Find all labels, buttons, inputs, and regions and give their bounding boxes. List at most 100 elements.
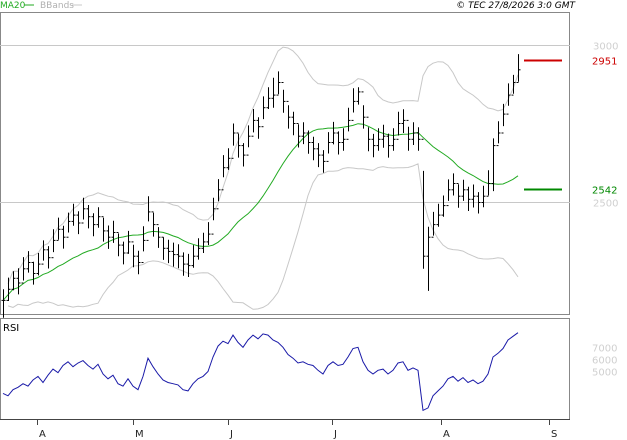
x-axis-month-label: M <box>135 429 144 440</box>
price-bar <box>511 74 516 96</box>
price-bar <box>426 226 431 291</box>
price-bar <box>191 245 196 268</box>
price-bar <box>486 170 491 197</box>
price-bar <box>366 116 371 152</box>
price-bar <box>291 111 296 136</box>
price-bar <box>211 197 216 235</box>
rsi-y-tick-label: 6000 <box>592 355 617 366</box>
price-bar <box>126 230 131 254</box>
price-bar <box>466 186 471 211</box>
price-bar <box>386 133 391 158</box>
price-bar <box>451 173 456 196</box>
bbands-upper-line <box>7 46 519 284</box>
price-bar <box>11 271 16 291</box>
price-bar <box>131 241 136 268</box>
price-bar <box>356 87 361 105</box>
price-bar <box>266 87 271 109</box>
price-bar <box>41 240 46 265</box>
price-bar <box>276 71 281 96</box>
bbands-lower-line <box>7 163 519 310</box>
x-axis-month-label: A <box>443 429 450 440</box>
price-bar <box>216 179 221 210</box>
ma-legend-label: MA20 <box>0 1 26 11</box>
price-bar <box>286 100 291 129</box>
price-bar <box>311 136 316 161</box>
price-bar <box>76 211 81 235</box>
price-bar <box>391 128 396 151</box>
rsi-panel-frame <box>0 318 570 420</box>
target-high-label: 2951 <box>592 57 617 68</box>
price-bar <box>421 138 426 269</box>
price-bar <box>196 238 201 260</box>
price-bar <box>321 150 326 173</box>
price-bar <box>61 225 66 249</box>
price-bar <box>376 128 381 151</box>
price-bar <box>6 277 11 301</box>
price-bar <box>481 185 486 208</box>
x-axis-month-label: J <box>333 429 337 440</box>
price-bar <box>401 109 406 133</box>
price-bar <box>346 107 351 140</box>
target-low-label: 2542 <box>592 186 617 197</box>
price-bar <box>31 261 36 285</box>
price-bar <box>341 128 346 151</box>
price-bar <box>66 212 71 238</box>
price-bar <box>231 123 236 159</box>
price-bar <box>36 253 41 276</box>
price-bar <box>221 155 226 191</box>
price-bar <box>351 88 356 121</box>
price-bar <box>111 220 116 243</box>
price-bar <box>271 77 276 108</box>
price-bar <box>81 197 86 224</box>
price-bar <box>181 252 186 276</box>
price-bar <box>306 130 311 154</box>
price-bar <box>316 143 321 168</box>
price-y-tick-label: 2500 <box>593 199 618 210</box>
price-bar <box>161 236 166 260</box>
price-bar <box>506 83 511 115</box>
price-bar <box>281 82 286 113</box>
rsi-y-tick-label: 7000 <box>592 343 617 354</box>
price-bar <box>301 122 306 145</box>
price-bar <box>456 183 461 208</box>
price-bar <box>496 121 501 147</box>
price-bar <box>431 211 436 238</box>
price-bar <box>446 179 451 207</box>
x-axis-month-label: A <box>39 429 46 440</box>
price-bar <box>326 132 331 162</box>
price-bar <box>16 268 21 295</box>
price-bar <box>396 111 401 140</box>
price-bar <box>226 148 231 170</box>
x-axis-month-label: S <box>551 429 557 440</box>
price-bar <box>106 225 111 249</box>
price-bar <box>256 117 261 139</box>
rsi-y-tick-label: 5000 <box>592 368 617 379</box>
price-bar <box>361 91 366 129</box>
price-bar <box>136 250 141 275</box>
price-bar <box>171 242 176 267</box>
price-bar <box>201 232 206 253</box>
price-bar <box>441 195 446 217</box>
price-bar <box>26 251 31 273</box>
price-bar <box>176 244 181 269</box>
bbands-legend-label: BBands <box>40 1 74 11</box>
price-bar <box>121 241 126 265</box>
price-bar <box>116 232 121 257</box>
price-bar <box>491 138 496 192</box>
price-bar <box>141 226 146 263</box>
price-bar <box>56 217 61 241</box>
ma20-line <box>2 123 519 301</box>
price-bar <box>411 122 416 145</box>
price-bar <box>206 222 211 246</box>
price-y-tick-label: 3000 <box>593 42 618 53</box>
price-bar <box>151 211 156 237</box>
price-bar <box>71 203 76 226</box>
price-bar <box>371 133 376 158</box>
price-bar <box>406 119 411 151</box>
price-bar <box>236 132 241 158</box>
price-bar <box>166 239 171 264</box>
price-bar <box>416 127 421 151</box>
price-bar <box>476 192 481 214</box>
price-bar <box>381 124 386 148</box>
